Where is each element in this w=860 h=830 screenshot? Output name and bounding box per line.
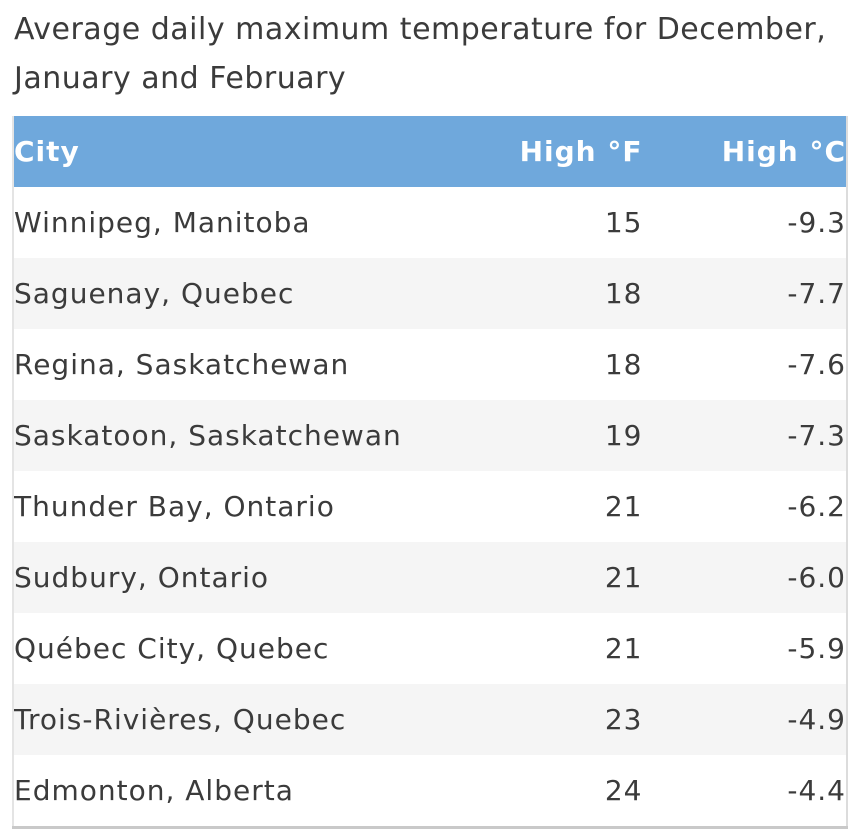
column-header-high-f: High °F [502,116,643,187]
city-cell: Québec City, Quebec [14,632,330,665]
high-f-cell: 23 [604,703,643,736]
table-row: Sudbury, Ontario 21 -6.0 [13,542,847,613]
city-cell: Saguenay, Quebec [14,277,295,310]
city-cell: Saskatoon, Saskatchewan [14,419,402,452]
high-f-cell: 21 [604,632,643,665]
high-f-cell: 18 [604,348,643,381]
high-f-cell: 15 [604,206,643,239]
high-c-cell: -6.0 [787,561,846,594]
table-row: Regina, Saskatchewan 18 -7.6 [13,329,847,400]
table-header-row: City High °F High °C [13,116,847,187]
city-cell: Edmonton, Alberta [14,774,294,807]
high-c-cell: -7.7 [787,277,846,310]
high-c-cell: -6.2 [787,490,846,523]
table-row: Saguenay, Quebec 18 -7.7 [13,258,847,329]
column-header-city: City [13,116,503,187]
high-f-cell: 21 [604,490,643,523]
page-title: Average daily maximum temperature for De… [14,12,827,96]
table-row: Saskatoon, Saskatchewan 19 -7.3 [13,400,847,471]
city-cell: Thunder Bay, Ontario [14,490,335,523]
city-cell: Sudbury, Ontario [14,561,270,594]
high-c-cell: -4.9 [787,703,846,736]
temperature-table: City High °F High °C Winnipeg, Manitoba … [12,116,848,829]
city-cell: Regina, Saskatchewan [14,348,350,381]
table-row: Trois-Rivières, Quebec 23 -4.9 [13,684,847,755]
column-header-high-c: High °C [642,116,847,187]
high-f-cell: 19 [604,419,643,452]
high-c-cell: -7.3 [787,419,846,452]
table-row: Winnipeg, Manitoba 15 -9.3 [13,187,847,258]
city-cell: Winnipeg, Manitoba [14,206,311,239]
high-c-cell: -9.3 [787,206,846,239]
high-f-cell: 21 [604,561,643,594]
high-c-cell: -4.4 [787,774,846,807]
high-c-cell: -7.6 [787,348,846,381]
city-cell: Trois-Rivières, Quebec [14,703,347,736]
table-row: Thunder Bay, Ontario 21 -6.2 [13,471,847,542]
table-row: Québec City, Quebec 21 -5.9 [13,613,847,684]
table-row: Edmonton, Alberta 24 -4.4 [13,755,847,828]
high-f-cell: 18 [604,277,643,310]
high-c-cell: -5.9 [787,632,846,665]
high-f-cell: 24 [604,774,643,807]
